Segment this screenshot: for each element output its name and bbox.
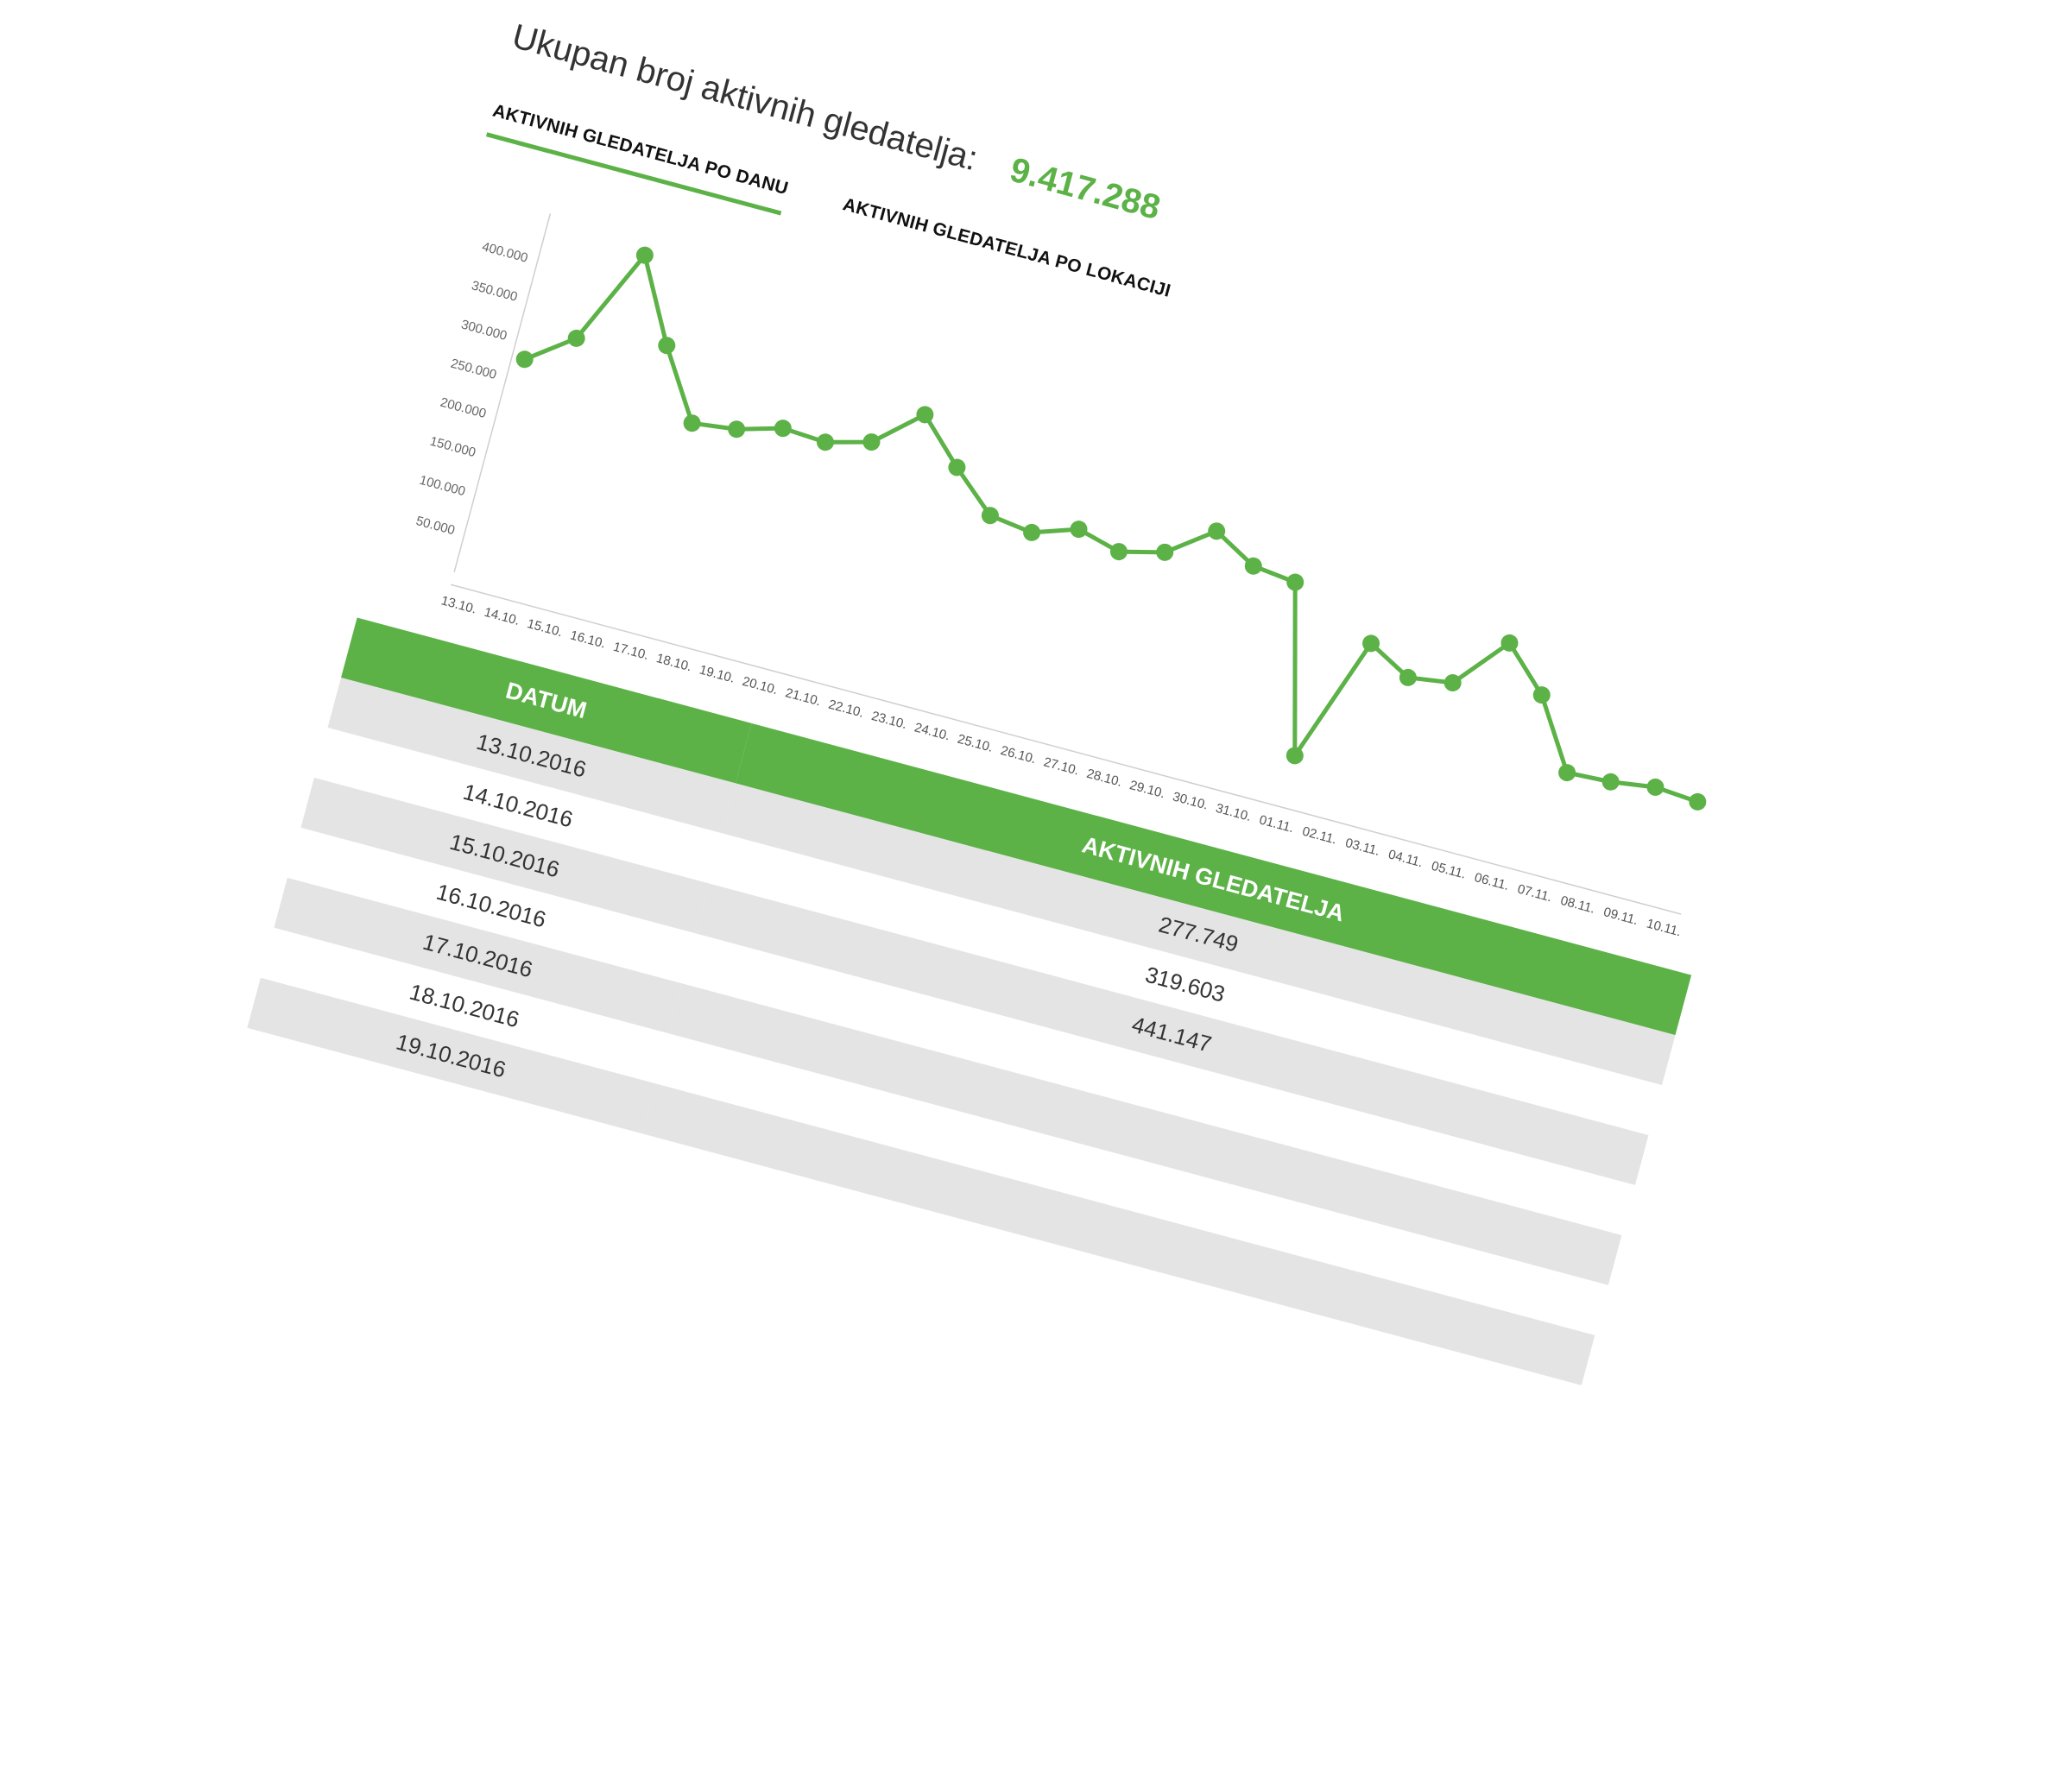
x-tick-label: 25.10.: [956, 732, 995, 755]
data-point: [1601, 773, 1620, 791]
data-point: [774, 420, 792, 438]
x-tick-label: 10.11.: [1645, 916, 1683, 939]
x-tick-label: 09.11.: [1602, 905, 1640, 928]
data-point: [1070, 521, 1088, 539]
data-point: [862, 433, 881, 451]
x-tick-label: 14.10.: [483, 605, 521, 628]
x-tick-label: 28.10.: [1085, 767, 1124, 790]
data-point: [658, 337, 676, 355]
total-viewers-value: 9.417.288: [1006, 150, 1165, 228]
y-axis: [453, 213, 552, 572]
data-point: [1646, 778, 1665, 796]
x-tick-label: 24.10.: [913, 720, 951, 743]
data-point: [1689, 792, 1707, 811]
data-point: [567, 329, 585, 347]
x-axis: [451, 584, 1682, 915]
data-point: [981, 507, 999, 525]
x-tick-label: 18.10.: [654, 651, 693, 674]
report-page: Ukupan broj aktivnih gledatelja: 9.417.2…: [149, 17, 1936, 1773]
data-point: [1286, 573, 1304, 591]
x-tick-label: 31.10.: [1214, 801, 1253, 824]
data-point: [635, 246, 654, 264]
x-tick-label: 29.10.: [1128, 778, 1167, 801]
data-point: [1500, 634, 1519, 652]
x-tick-label: 22.10.: [827, 697, 866, 721]
y-tick-label: 300.000: [459, 317, 509, 343]
x-tick-label: 07.11.: [1516, 881, 1554, 905]
y-tick-label: 350.000: [470, 278, 519, 304]
data-point: [1286, 747, 1304, 765]
summary-line: Ukupan broj aktivnih gledatelja: 9.417.2…: [508, 17, 1165, 228]
x-tick-label: 03.11.: [1343, 836, 1381, 859]
data-point: [948, 458, 966, 476]
x-tick-label: 05.11.: [1430, 859, 1468, 882]
x-tick-label: 17.10.: [611, 640, 650, 663]
data-point: [1532, 686, 1551, 704]
data-point: [1109, 543, 1128, 561]
data-point: [1399, 668, 1417, 686]
data-point: [1443, 674, 1462, 692]
y-tick-label: 100.000: [418, 473, 467, 499]
x-tick-label: 16.10.: [569, 628, 608, 651]
y-tick-label: 400.000: [480, 239, 529, 265]
x-tick-label: 21.10.: [784, 685, 823, 709]
data-point: [728, 420, 746, 439]
x-tick-label: 23.10.: [870, 709, 909, 732]
data-point: [1023, 523, 1041, 541]
data-point: [1156, 543, 1174, 561]
y-tick-label: 200.000: [439, 395, 488, 421]
x-tick-label: 26.10.: [999, 743, 1038, 767]
viewers-line-chart: 50.000 100.000 150.000 200.000 250.000 300.00…: [414, 213, 1707, 939]
x-tick-label: 13.10.: [439, 593, 478, 616]
x-tick-label: 19.10.: [698, 662, 736, 685]
data-point: [683, 414, 701, 432]
x-tick-label: 27.10.: [1042, 754, 1081, 778]
data-point: [1362, 634, 1380, 653]
data-point: [515, 350, 534, 369]
x-tick-label: 15.10.: [526, 616, 565, 640]
data-point: [916, 406, 934, 424]
x-tick-label: 02.11.: [1301, 824, 1339, 848]
y-tick-label: 50.000: [414, 514, 457, 538]
x-tick-label: 20.10.: [741, 674, 780, 697]
x-tick-label: 08.11.: [1559, 893, 1597, 917]
x-tick-label: 04.11.: [1387, 847, 1424, 870]
y-tick-label: 250.000: [449, 356, 498, 382]
x-tick-label: 01.11.: [1258, 812, 1296, 836]
data-point: [1558, 764, 1576, 782]
data-point: [1244, 557, 1262, 575]
data-point: [816, 433, 834, 451]
x-tick-label: 06.11.: [1473, 870, 1511, 893]
data-point: [1208, 522, 1226, 540]
x-tick-label: 30.10.: [1171, 789, 1210, 812]
y-tick-label: 150.000: [428, 434, 477, 460]
